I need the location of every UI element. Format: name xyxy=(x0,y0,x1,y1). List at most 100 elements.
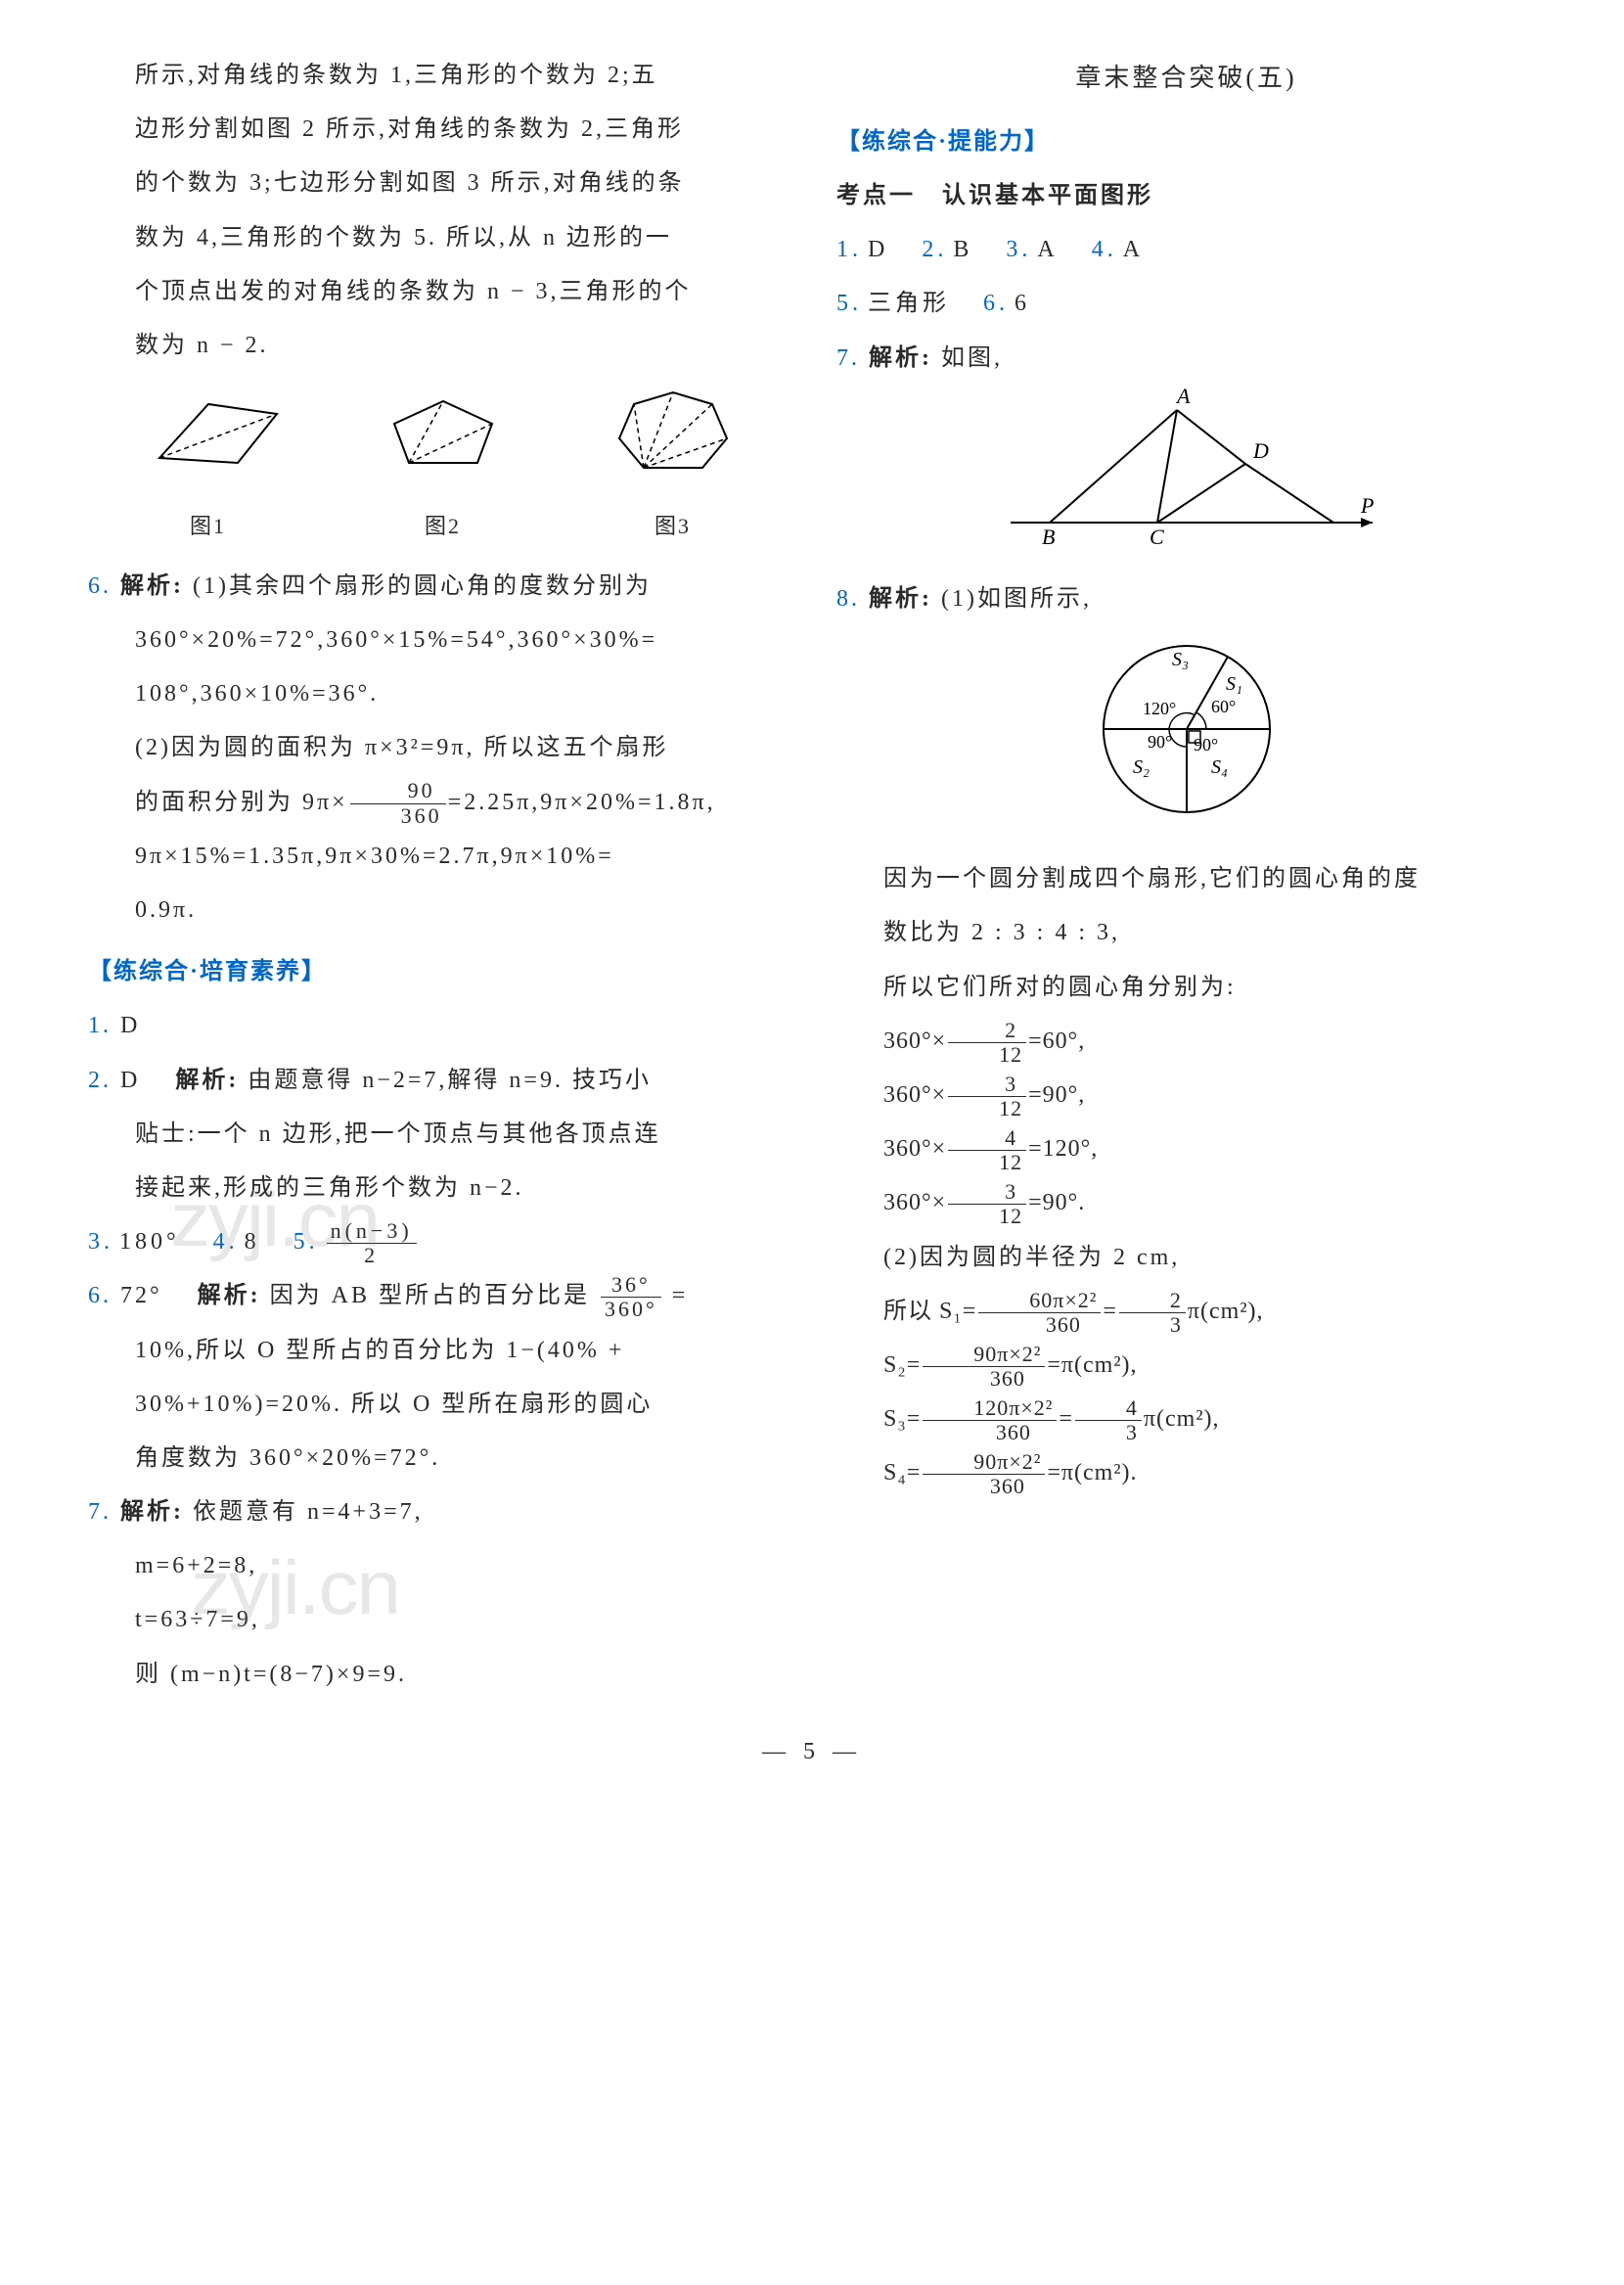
eq2-post: =90°, xyxy=(1028,1082,1085,1108)
q6-frac1: 90360 xyxy=(350,779,446,827)
frac-den: 12 xyxy=(948,1151,1026,1174)
s1-pre: 所以 S₁= xyxy=(883,1299,976,1324)
frac-num: 2 xyxy=(1119,1289,1186,1313)
label-C: C xyxy=(1150,525,1164,549)
b2-ans: D xyxy=(120,1068,140,1093)
a5-num: 5. xyxy=(836,291,862,316)
s4: S₄=90π×2²360=π(cm²). xyxy=(836,1446,1536,1500)
frac-den: 360 xyxy=(978,1313,1101,1337)
a56-row: 5.三角形 6.6 xyxy=(836,277,1536,331)
frac-den: 360 xyxy=(923,1475,1045,1498)
b6-head: 解析: xyxy=(198,1283,261,1308)
s2: S₂=90π×2²360=π(cm²), xyxy=(836,1339,1536,1393)
q6-p2a: (2)因为圆的面积为 π×3²=9π, 所以这五个扇形 xyxy=(88,721,788,775)
b7-b: m=6+2=8, xyxy=(88,1539,788,1593)
p2: (2)因为圆的半径为 2 cm, xyxy=(836,1231,1536,1285)
eq1: 360°×212=60°, xyxy=(836,1015,1536,1069)
left-column: 所示,对角线的条数为 1,三角形的个数为 2;五 边形分割如图 2 所示,对角线… xyxy=(88,49,788,1702)
label-A: A xyxy=(1175,386,1191,408)
b2: 2. D 解析: 由题意得 n−2=7,解得 n=9. 技巧小 xyxy=(88,1054,788,1108)
a8-head: 解析: xyxy=(869,586,932,612)
intro-line: 个顶点出发的对角线的条数为 n − 3,三角形的个 xyxy=(88,265,788,319)
b2-text-c: 接起来,形成的三角形个数为 n−2. zyji.cn xyxy=(88,1162,788,1215)
pie-S1: S₁ xyxy=(1226,673,1242,695)
s4-frac: 90π×2²360 xyxy=(923,1450,1045,1498)
frac-den: 360 xyxy=(350,804,446,828)
a6-num: 6. xyxy=(983,291,1009,316)
eq1-pre: 360°× xyxy=(883,1028,946,1054)
pie-S4: S₄ xyxy=(1211,756,1228,778)
frac-num: 90π×2² xyxy=(923,1450,1045,1475)
page-number: — 5 — xyxy=(88,1725,1536,1779)
a5-ans: 三角形 xyxy=(868,291,950,316)
a4-num: 4. xyxy=(1092,237,1117,262)
frac-den: 12 xyxy=(948,1205,1026,1228)
b1-num: 1. xyxy=(88,1013,112,1038)
a7-num: 7. xyxy=(836,345,860,371)
frac-num: 4 xyxy=(948,1126,1026,1151)
q6-p2c: 9π×15%=1.35π,9π×30%=2.7π,9π×10%= xyxy=(88,830,788,884)
s3-post: π(cm²), xyxy=(1144,1406,1220,1432)
s2-post: =π(cm²), xyxy=(1047,1352,1137,1378)
frac-den: 3 xyxy=(1075,1421,1142,1444)
pie-90b: 90° xyxy=(1194,735,1218,754)
b6-text-b: 10%,所以 O 型所占的百分比为 1−(40% + xyxy=(88,1324,788,1378)
a2-num: 2. xyxy=(922,237,947,262)
b2-text-b: 贴士:一个 n 边形,把一个顶点与其他各顶点连 xyxy=(88,1108,788,1162)
s3-frac2: 43 xyxy=(1075,1396,1142,1444)
q6-head: 解析: xyxy=(120,573,184,599)
a6-ans: 6 xyxy=(1015,291,1030,316)
frac-num: 3 xyxy=(948,1180,1026,1205)
s1: 所以 S₁=60π×2²360=23π(cm²), xyxy=(836,1285,1536,1339)
frac-den: 2 xyxy=(327,1244,417,1267)
intro-line: 边形分割如图 2 所示,对角线的条数为 2,三角形 xyxy=(88,103,788,157)
b345-row: 3.180° 4.8 5.n(n−3)2 xyxy=(88,1215,788,1269)
fig2-caption: 图2 xyxy=(370,502,517,552)
b7-c: t=63÷7=9, xyxy=(88,1593,788,1647)
intro-line: 数为 n − 2. xyxy=(88,319,788,373)
p-line: 所以它们所对的圆心角分别为: xyxy=(836,961,1536,1015)
s3: S₃=120π×2²360=43π(cm²), xyxy=(836,1393,1536,1446)
frac-num: 36° xyxy=(601,1273,661,1298)
b3-ans: 180° xyxy=(119,1229,180,1255)
fig2: 图2 xyxy=(370,389,517,552)
a8: 8. 解析: (1)如图所示, xyxy=(836,572,1536,626)
b6-ans: 72° xyxy=(120,1283,162,1308)
eq3-post: =120°, xyxy=(1028,1136,1098,1162)
fig3: 图3 xyxy=(600,385,746,552)
a8-num: 8. xyxy=(836,586,860,612)
b1: 1. D xyxy=(88,999,788,1053)
section-b-head: 【练综合·培育素养】 xyxy=(88,945,788,999)
eq4-frac: 312 xyxy=(948,1180,1026,1228)
b2-num: 2. xyxy=(88,1068,112,1093)
heptagon-icon xyxy=(600,385,746,478)
a2-ans: B xyxy=(953,237,972,262)
s4-pre: S₄= xyxy=(883,1460,921,1485)
eq2: 360°×312=90°, xyxy=(836,1069,1536,1122)
s2-frac: 90π×2²360 xyxy=(923,1343,1045,1391)
a1-4-row: 1.D 2.B 3.A 4.A xyxy=(836,223,1536,277)
pentagon-icon xyxy=(370,389,517,478)
q6-p2d: 0.9π. xyxy=(88,884,788,937)
a4-ans: A xyxy=(1123,237,1144,262)
a8-text: (1)如图所示, xyxy=(941,586,1092,612)
q6-p1c: 108°,360×10%=36°. xyxy=(88,667,788,721)
s2-pre: S₂= xyxy=(883,1352,921,1378)
frac-den: 360 xyxy=(923,1421,1057,1444)
q6-p2b-pre: 的面积分别为 9π× xyxy=(135,790,348,815)
fig1: 图1 xyxy=(130,389,287,552)
intro-line: 所示,对角线的条数为 1,三角形的个数为 2;五 xyxy=(88,49,788,103)
q6-p1b: 360°×20%=72°,360°×15%=54°,360°×30%= xyxy=(88,614,788,667)
eq3: 360°×412=120°, xyxy=(836,1122,1536,1176)
fig1-caption: 图1 xyxy=(130,502,287,552)
b6-text-c: 30%+10%)=20%. 所以 O 型所在扇形的圆心 xyxy=(88,1378,788,1432)
b7-head: 解析: xyxy=(120,1499,184,1525)
page-columns: 所示,对角线的条数为 1,三角形的个数为 2;五 边形分割如图 2 所示,对角线… xyxy=(88,49,1536,1702)
pie-svg: S₁ S₂ S₃ S₄ 120° 60° 90° 90° xyxy=(1074,626,1299,832)
intro-line: 数为 4,三角形的个数为 5. 所以,从 n 边形的一 xyxy=(88,211,788,265)
frac-num: 90π×2² xyxy=(923,1343,1045,1367)
p-line: 因为一个圆分割成四个扇形,它们的圆心角的度 xyxy=(836,852,1536,906)
s1-frac1: 60π×2²360 xyxy=(978,1289,1101,1337)
a7-head: 解析: xyxy=(869,345,932,371)
triangle-svg: A B C D P xyxy=(981,386,1392,552)
